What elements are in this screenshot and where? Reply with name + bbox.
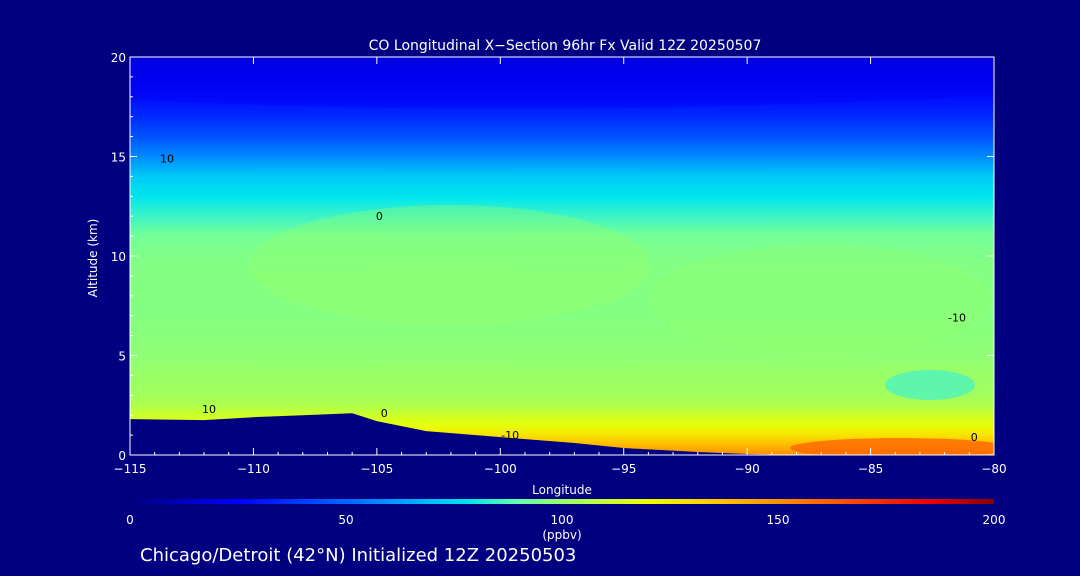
upper-low-co-band [130,57,994,109]
colorbar-unit: (ppbv) [542,528,581,542]
y-tick-label: 0 [118,449,126,463]
y-tick-label: 5 [118,350,126,364]
x-tick-label: −90 [734,462,759,476]
colorbar-ramp [130,499,994,504]
x-axis-ticks: −115 −110 −105 −100 −95 −90 −85 −80 [114,57,1007,476]
boundary-layer-high [790,438,994,455]
contour-label: 10 [202,403,216,416]
y-tick-label: 15 [111,151,126,165]
colorbar-tick-label: 100 [551,513,574,527]
contour-label: -10 [501,429,519,442]
x-tick-label: −95 [611,462,636,476]
chart-title: CO Longitudinal X−Section 96hr Fx Valid … [369,38,762,54]
colorbar-tick-label: 0 [126,513,134,527]
contour-label: 0 [381,407,388,420]
x-tick-label: −115 [114,462,147,476]
x-tick-label: −80 [981,462,1006,476]
contour-lines: 10 0 -10 10 0 -10 0 [160,152,978,444]
x-axis-label: Longitude [532,483,592,497]
x-tick-label: −85 [858,462,883,476]
contour-label: 10 [160,152,174,165]
cyan-patch [885,370,975,400]
x-tick-label: −100 [484,462,517,476]
contour-label: 0 [376,210,383,223]
y-tick-label: 10 [111,250,126,264]
y-axis-ticks: 0 5 10 15 20 [111,51,994,463]
colorbar-tick-label: 150 [767,513,790,527]
terrain [130,413,994,455]
y-axis-label: Altitude (km) [86,219,100,298]
contour-label: -10 [948,312,966,325]
colorbar: 0 50 100 150 200 (ppbv) [126,499,1005,542]
plot-area: 10 0 -10 10 0 -10 0 [130,57,994,455]
mid-level-plume-east [650,245,990,355]
colorbar-tick-label: 200 [983,513,1006,527]
contour-label: 0 [971,431,978,444]
mid-level-plume [250,205,650,325]
x-tick-label: −105 [360,462,393,476]
footer-caption: Chicago/Detroit (42°N) Initialized 12Z 2… [140,545,576,566]
colorbar-ticks: 0 50 100 150 200 [126,513,1005,527]
y-tick-label: 20 [111,51,126,65]
co-field [130,57,994,455]
colorbar-tick-label: 50 [338,513,353,527]
x-tick-label: −110 [237,462,270,476]
